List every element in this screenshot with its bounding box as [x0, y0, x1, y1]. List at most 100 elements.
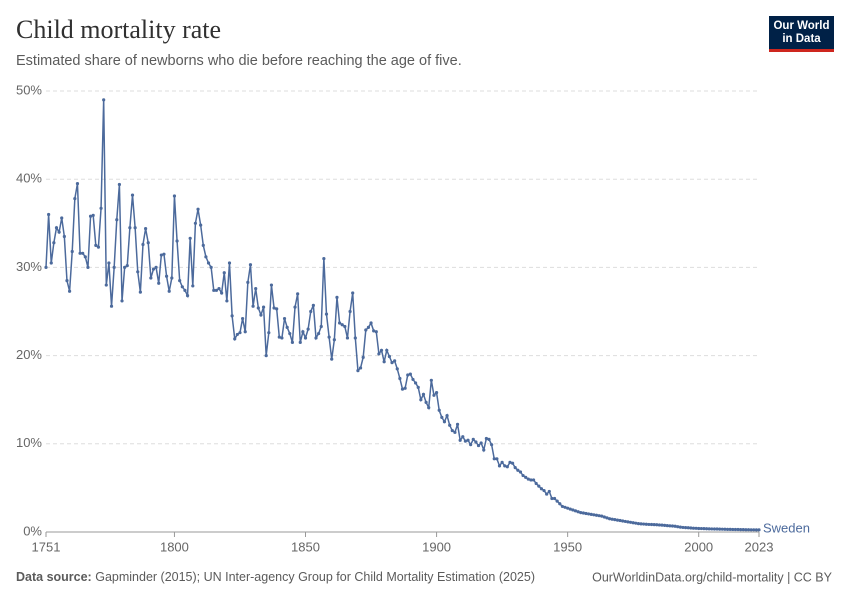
- point: [731, 527, 735, 532]
- point: [715, 527, 719, 531]
- point: [487, 437, 491, 441]
- point: [366, 325, 371, 329]
- point: [290, 340, 295, 344]
- x-tick-label: 1950: [553, 539, 582, 554]
- point: [382, 360, 386, 364]
- point: [361, 355, 365, 359]
- point: [206, 261, 211, 265]
- point: [676, 525, 680, 529]
- point: [374, 330, 378, 334]
- point: [164, 274, 169, 278]
- logo-text: in Data: [782, 33, 821, 45]
- point: [403, 386, 407, 390]
- point: [566, 506, 570, 510]
- point: [741, 528, 745, 532]
- point: [272, 306, 276, 310]
- point: [235, 332, 239, 337]
- point: [379, 348, 384, 352]
- point: [298, 340, 302, 344]
- point: [725, 527, 730, 531]
- point: [238, 331, 242, 335]
- point: [277, 335, 281, 339]
- point: [500, 460, 504, 464]
- point: [348, 309, 352, 314]
- point: [579, 510, 583, 515]
- point: [613, 518, 617, 522]
- point: [317, 331, 321, 336]
- point: [458, 438, 462, 442]
- point: [343, 324, 347, 329]
- x-tick-label: 1900: [422, 539, 451, 554]
- point: [387, 354, 391, 359]
- point: [660, 523, 664, 527]
- point: [157, 281, 161, 285]
- point: [673, 524, 677, 528]
- point: [466, 438, 470, 442]
- point: [419, 398, 423, 402]
- point: [332, 338, 336, 342]
- point: [670, 524, 675, 528]
- point: [694, 526, 698, 530]
- logo-bar: [769, 49, 834, 52]
- point: [369, 321, 373, 325]
- point: [196, 207, 200, 211]
- point: [571, 508, 575, 512]
- x-tick-label: 2023: [745, 539, 774, 554]
- point: [301, 330, 305, 334]
- point: [288, 331, 292, 336]
- point: [324, 312, 329, 316]
- point: [521, 473, 525, 478]
- point: [432, 393, 436, 397]
- point: [665, 524, 669, 528]
- point: [573, 509, 578, 513]
- point: [251, 304, 255, 308]
- point: [416, 385, 420, 389]
- point: [222, 271, 226, 275]
- point: [96, 245, 101, 249]
- point: [178, 279, 182, 283]
- point: [204, 255, 208, 259]
- point: [552, 496, 557, 501]
- point: [112, 265, 116, 269]
- point: [482, 448, 486, 452]
- point: [94, 243, 98, 247]
- point: [503, 464, 507, 468]
- point: [490, 443, 494, 447]
- point: [723, 527, 727, 531]
- point: [691, 526, 696, 530]
- point: [185, 294, 190, 298]
- point: [600, 514, 604, 518]
- point: [330, 357, 334, 361]
- point: [445, 413, 449, 418]
- point: [746, 528, 751, 532]
- point: [733, 527, 738, 532]
- point: [141, 242, 145, 247]
- point: [558, 502, 562, 506]
- point: [736, 527, 740, 532]
- point: [170, 276, 174, 280]
- point: [377, 352, 381, 356]
- point: [259, 313, 263, 317]
- point: [657, 523, 661, 527]
- point: [710, 527, 714, 531]
- point: [684, 525, 688, 530]
- source-url[interactable]: OurWorldinData.org/child-mortality | CC …: [592, 570, 833, 584]
- point: [484, 436, 488, 441]
- point: [390, 361, 394, 365]
- point: [149, 276, 153, 280]
- point: [712, 527, 717, 531]
- point: [531, 478, 536, 482]
- point: [440, 415, 444, 419]
- point: [340, 323, 344, 327]
- point: [728, 527, 732, 531]
- point: [256, 306, 260, 310]
- point: [668, 524, 672, 528]
- point: [631, 521, 635, 525]
- point: [395, 367, 399, 371]
- point: [309, 309, 313, 314]
- point: [44, 265, 48, 269]
- point: [162, 252, 166, 256]
- source: Data source: Gapminder (2015); UN Inter-…: [16, 570, 535, 584]
- point: [398, 376, 402, 381]
